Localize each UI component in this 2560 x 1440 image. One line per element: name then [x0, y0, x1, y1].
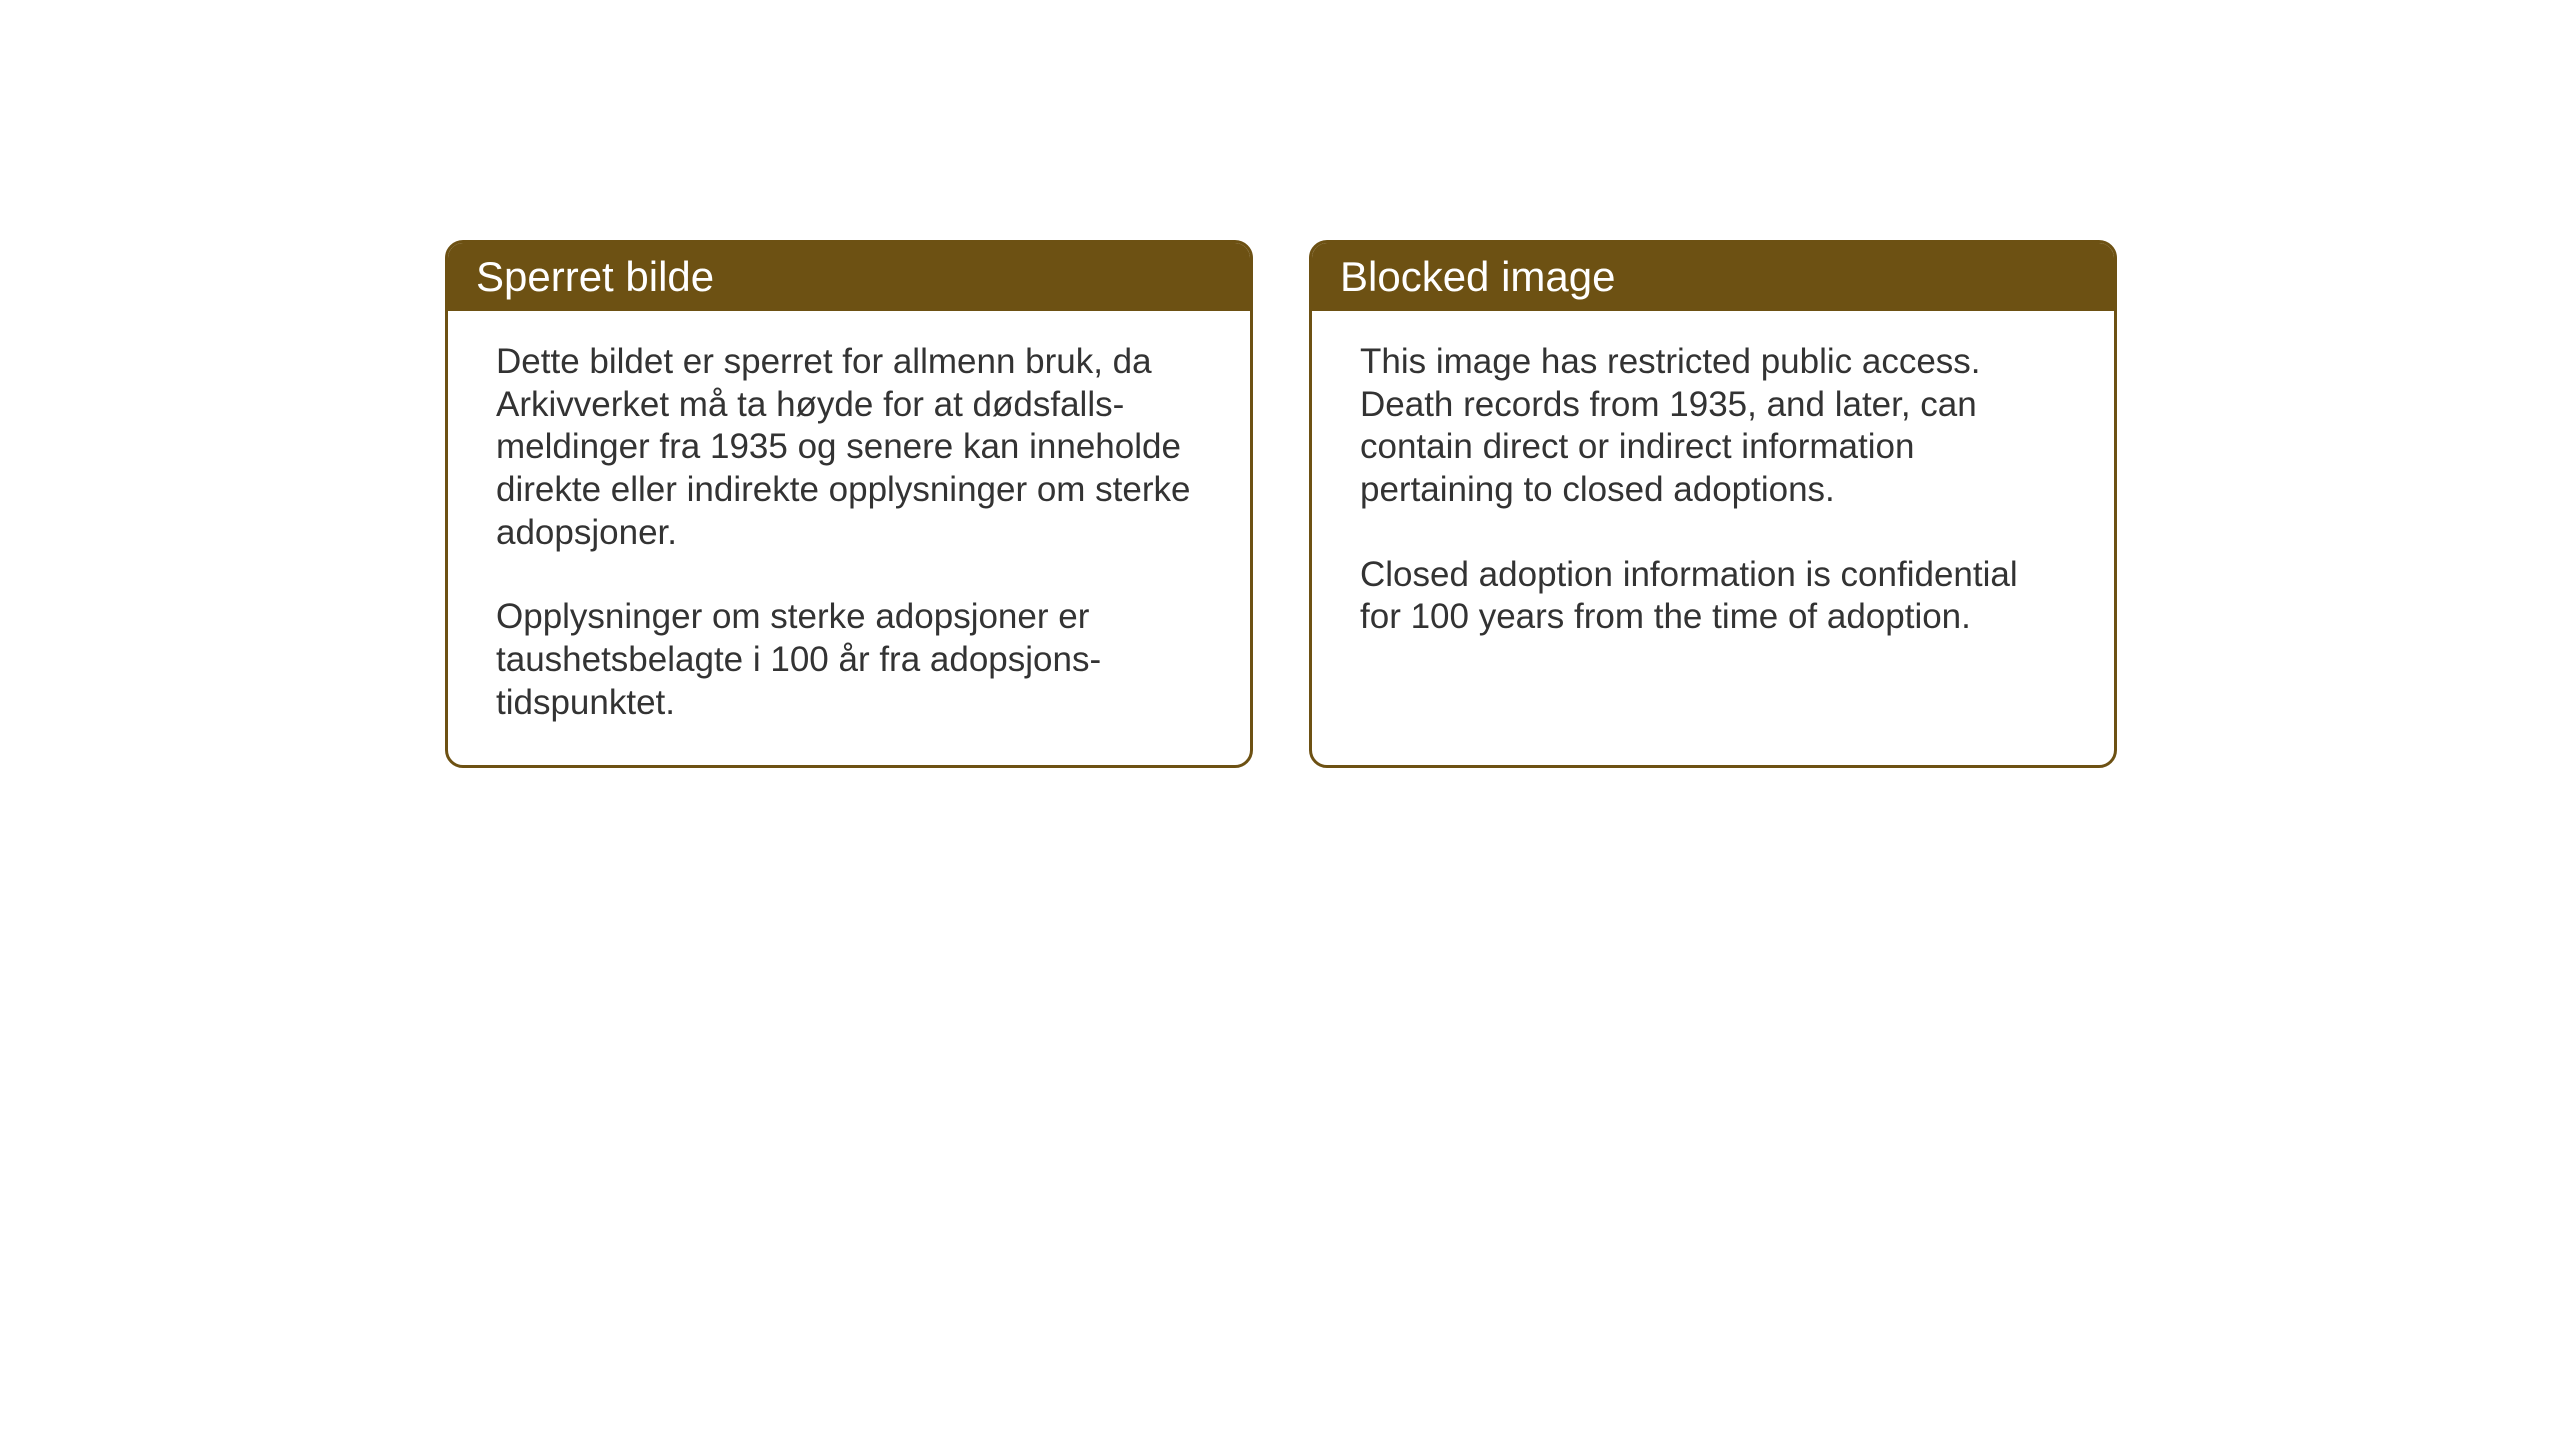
english-paragraph-2: Closed adoption information is confident… [1360, 554, 2066, 639]
english-paragraph-1: This image has restricted public access.… [1360, 341, 2066, 512]
notice-cards-container: Sperret bilde Dette bildet er sperret fo… [445, 240, 2117, 768]
norwegian-paragraph-2: Opplysninger om sterke adopsjoner er tau… [496, 596, 1202, 724]
english-card-title: Blocked image [1312, 243, 2114, 311]
norwegian-notice-card: Sperret bilde Dette bildet er sperret fo… [445, 240, 1253, 768]
english-card-body: This image has restricted public access.… [1312, 311, 2114, 679]
norwegian-card-title: Sperret bilde [448, 243, 1250, 311]
norwegian-card-body: Dette bildet er sperret for allmenn bruk… [448, 311, 1250, 765]
norwegian-paragraph-1: Dette bildet er sperret for allmenn bruk… [496, 341, 1202, 554]
english-notice-card: Blocked image This image has restricted … [1309, 240, 2117, 768]
